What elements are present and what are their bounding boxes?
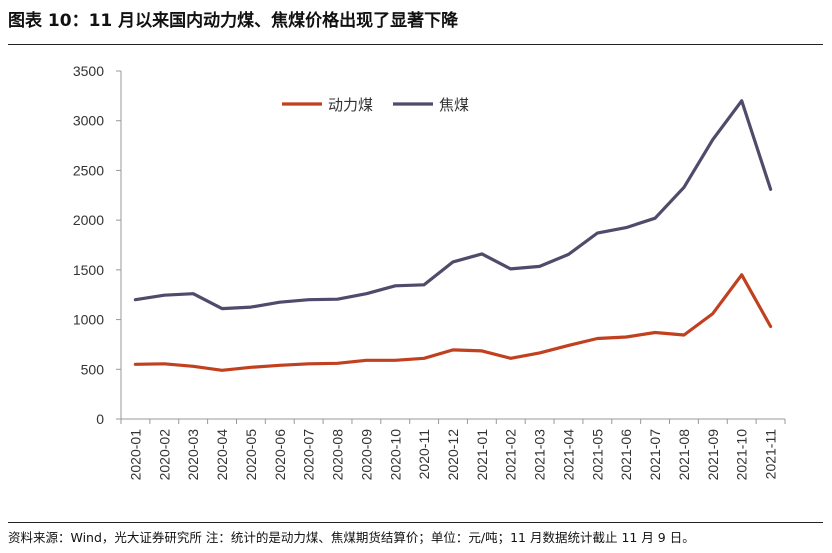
x-tick-label: 2021-09 bbox=[705, 429, 721, 481]
x-tick-label: 2020-09 bbox=[358, 429, 374, 481]
x-tick-label: 2020-07 bbox=[301, 429, 317, 481]
x-tick-label: 2020-02 bbox=[156, 429, 172, 481]
y-tick-label: 2000 bbox=[73, 212, 104, 228]
x-tick-label: 2021-06 bbox=[618, 429, 634, 481]
legend-label-thermal-coal: 动力煤 bbox=[328, 96, 373, 114]
x-tick-label: 2020-11 bbox=[416, 429, 432, 480]
thermal-coal-line bbox=[133, 273, 773, 372]
legend-label-coking-coal: 焦煤 bbox=[439, 96, 469, 114]
coking-coal-line bbox=[133, 99, 773, 311]
x-tick-label: 2020-01 bbox=[127, 429, 143, 481]
x-tick-label: 2021-05 bbox=[589, 429, 605, 481]
x-tick-label: 2020-03 bbox=[185, 429, 201, 481]
x-tick-label: 2020-10 bbox=[387, 429, 403, 481]
x-tick-label: 2021-01 bbox=[474, 429, 490, 481]
x-tick-label: 2020-06 bbox=[272, 429, 288, 481]
x-tick-label: 2021-08 bbox=[676, 429, 692, 481]
x-tick-label: 2020-05 bbox=[243, 429, 259, 481]
y-tick-label: 3000 bbox=[73, 113, 104, 129]
footer-divider bbox=[8, 522, 823, 523]
x-tick-label: 2021-07 bbox=[647, 429, 663, 481]
y-tick-label: 2500 bbox=[73, 162, 104, 178]
figure-title: 图表 10：11 月以来国内动力煤、焦煤价格出现了显著下降 bbox=[8, 11, 459, 31]
title-divider bbox=[8, 44, 823, 45]
source-note: 资料来源：Wind，光大证券研究所 注：统计的是动力煤、焦煤期货结算价；单位：元… bbox=[8, 530, 695, 545]
y-tick-label: 1000 bbox=[73, 312, 104, 328]
y-tick-label: 1500 bbox=[73, 262, 104, 278]
x-tick-label: 2021-11 bbox=[763, 429, 779, 480]
x-tick-label: 2020-12 bbox=[445, 429, 461, 481]
y-tick-label: 3500 bbox=[73, 63, 104, 79]
x-tick-label: 2021-03 bbox=[532, 429, 548, 481]
x-tick-label: 2021-02 bbox=[503, 429, 519, 481]
y-tick-label: 500 bbox=[81, 361, 105, 377]
y-tick-label: 0 bbox=[96, 411, 104, 427]
x-tick-label: 2021-04 bbox=[560, 429, 576, 481]
x-tick-label: 2020-04 bbox=[214, 429, 230, 481]
x-tick-label: 2020-08 bbox=[330, 429, 346, 481]
x-tick-label: 2021-10 bbox=[734, 429, 750, 481]
